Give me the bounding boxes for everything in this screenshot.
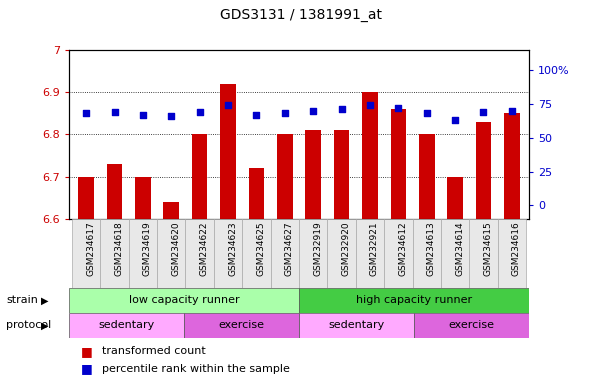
Text: GSM234614: GSM234614 — [455, 222, 464, 276]
Text: GSM232920: GSM232920 — [341, 222, 350, 276]
Text: GSM234625: GSM234625 — [257, 222, 266, 276]
Bar — [384, 219, 412, 288]
Bar — [356, 219, 384, 288]
Text: GSM234612: GSM234612 — [398, 222, 407, 276]
Text: percentile rank within the sample: percentile rank within the sample — [102, 364, 290, 374]
Bar — [441, 219, 469, 288]
Bar — [299, 313, 414, 338]
Text: GSM234620: GSM234620 — [171, 222, 180, 276]
Text: low capacity runner: low capacity runner — [129, 295, 239, 306]
Bar — [69, 313, 184, 338]
Bar — [214, 219, 242, 288]
Text: strain: strain — [6, 295, 38, 306]
Bar — [242, 219, 270, 288]
Bar — [277, 134, 293, 219]
Text: sedentary: sedentary — [99, 320, 154, 331]
Point — [478, 109, 488, 115]
Text: transformed count: transformed count — [102, 346, 206, 356]
Bar — [419, 134, 435, 219]
Bar — [447, 177, 463, 219]
Text: GSM234615: GSM234615 — [483, 222, 492, 276]
Text: GSM234623: GSM234623 — [228, 222, 237, 276]
Bar — [107, 164, 123, 219]
Bar — [504, 113, 520, 219]
Text: GSM234617: GSM234617 — [86, 222, 95, 276]
Bar — [249, 168, 264, 219]
Text: ▶: ▶ — [41, 320, 48, 331]
Point — [81, 110, 91, 116]
Bar — [72, 219, 100, 288]
Bar — [328, 219, 356, 288]
Text: GSM234616: GSM234616 — [512, 222, 521, 276]
Point — [280, 110, 290, 116]
Bar — [220, 84, 236, 219]
Text: GSM234622: GSM234622 — [200, 222, 209, 276]
Bar — [391, 109, 406, 219]
Text: GSM234619: GSM234619 — [143, 222, 152, 276]
Bar — [412, 219, 441, 288]
Bar — [469, 219, 498, 288]
Point — [138, 112, 148, 118]
Bar — [299, 219, 328, 288]
Point — [394, 105, 403, 111]
Text: GSM234627: GSM234627 — [285, 222, 294, 276]
Text: GSM232921: GSM232921 — [370, 222, 379, 276]
Bar — [299, 288, 529, 313]
Text: exercise: exercise — [448, 320, 495, 331]
Point — [195, 109, 204, 115]
Point — [422, 110, 432, 116]
Bar — [157, 219, 186, 288]
Bar — [135, 177, 151, 219]
Bar — [334, 130, 349, 219]
Bar — [305, 130, 321, 219]
Point — [308, 108, 318, 114]
Bar — [186, 219, 214, 288]
Bar — [414, 313, 529, 338]
Point — [450, 117, 460, 123]
Text: ■: ■ — [81, 362, 93, 375]
Text: exercise: exercise — [219, 320, 264, 331]
Bar — [475, 122, 491, 219]
Bar — [78, 177, 94, 219]
Text: GSM234613: GSM234613 — [427, 222, 436, 276]
Point — [110, 109, 120, 115]
Point — [337, 106, 346, 113]
Point — [166, 113, 176, 119]
Text: high capacity runner: high capacity runner — [356, 295, 472, 306]
Text: protocol: protocol — [6, 320, 51, 331]
Text: ▶: ▶ — [41, 295, 48, 306]
Text: sedentary: sedentary — [328, 320, 385, 331]
Bar — [69, 288, 299, 313]
Text: GSM232919: GSM232919 — [313, 222, 322, 276]
Text: GSM234618: GSM234618 — [115, 222, 124, 276]
Text: ■: ■ — [81, 345, 93, 358]
Bar — [163, 202, 179, 219]
Bar — [100, 219, 129, 288]
Bar — [270, 219, 299, 288]
Point — [507, 108, 517, 114]
Point — [252, 112, 261, 118]
Bar — [362, 92, 378, 219]
Bar — [192, 134, 207, 219]
Point — [223, 102, 233, 108]
Point — [365, 102, 375, 108]
Bar — [184, 313, 299, 338]
Text: GDS3131 / 1381991_at: GDS3131 / 1381991_at — [219, 8, 382, 22]
Bar — [498, 219, 526, 288]
Bar — [129, 219, 157, 288]
